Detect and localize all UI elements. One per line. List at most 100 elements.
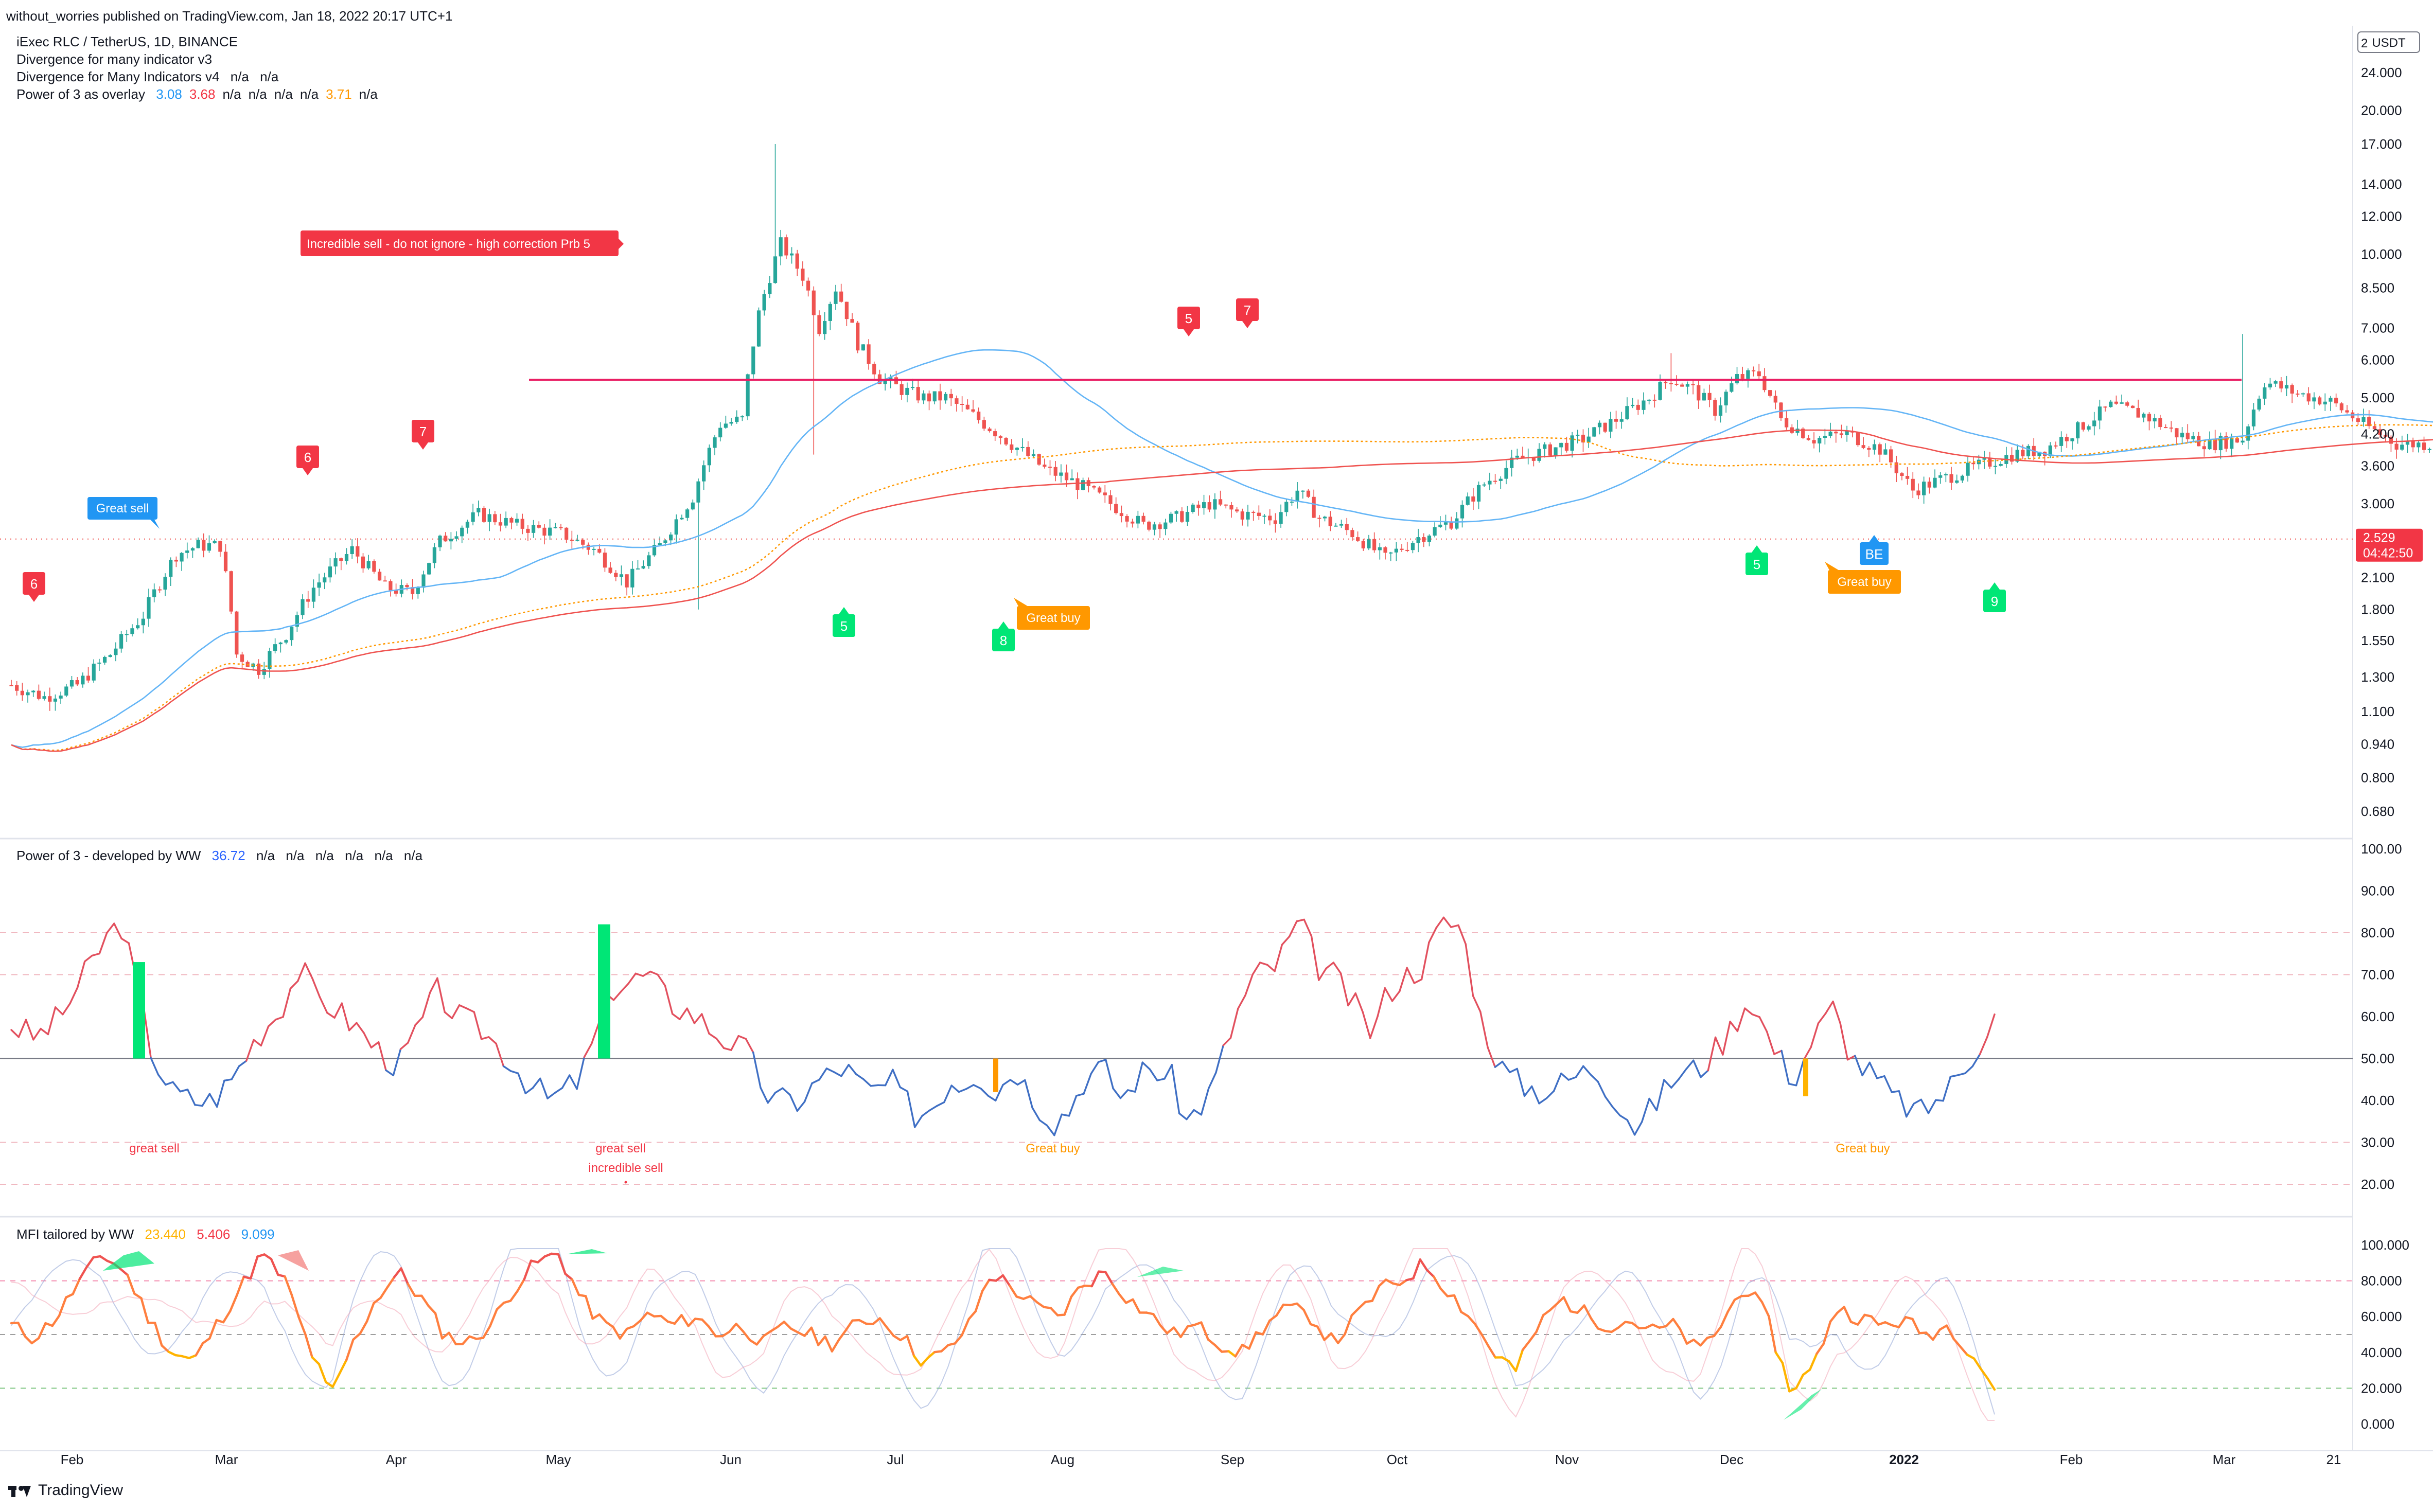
candle-body[interactable] <box>2246 426 2250 441</box>
candle-body[interactable] <box>1614 419 1618 422</box>
candle-body[interactable] <box>532 525 535 533</box>
candle-body[interactable] <box>1400 549 1403 550</box>
indicator-legend-1[interactable]: Divergence for many indicator v3 <box>16 51 212 67</box>
candle-body[interactable] <box>1411 543 1415 550</box>
candle-body[interactable] <box>1735 374 1739 383</box>
candle-body[interactable] <box>2164 427 2167 428</box>
candle-body[interactable] <box>691 503 695 509</box>
candle-body[interactable] <box>2070 438 2074 441</box>
candle-body[interactable] <box>1548 444 1552 456</box>
candle-body[interactable] <box>2268 384 2272 387</box>
candle-body[interactable] <box>2087 426 2090 430</box>
candle-body[interactable] <box>405 585 409 587</box>
candle-body[interactable] <box>2180 433 2184 437</box>
candle-body[interactable] <box>1845 431 1849 435</box>
ma-orange-dotted-line[interactable] <box>11 425 2433 751</box>
candle-body[interactable] <box>273 644 277 651</box>
candle-body[interactable] <box>1757 371 1761 376</box>
candle-body[interactable] <box>499 522 502 525</box>
candle-body[interactable] <box>290 627 293 640</box>
candle-body[interactable] <box>1015 448 1019 450</box>
candle-body[interactable] <box>1834 432 1838 433</box>
buy-marker[interactable]: 5 <box>1746 545 1768 575</box>
candle-body[interactable] <box>1916 490 1920 495</box>
candle-body[interactable] <box>312 588 315 601</box>
candle-body[interactable] <box>1251 512 1255 513</box>
candle-body[interactable] <box>1862 445 1865 448</box>
candle-body[interactable] <box>1724 392 1728 405</box>
candle-body[interactable] <box>1609 419 1612 432</box>
candle-body[interactable] <box>1367 539 1370 548</box>
candle-body[interactable] <box>125 634 129 635</box>
symbol-title[interactable]: iExec RLC / TetherUS, 1D, BINANCE <box>16 34 238 50</box>
candle-body[interactable] <box>1966 463 1969 476</box>
candle-body[interactable] <box>2230 438 2233 449</box>
candle-body[interactable] <box>328 566 332 577</box>
candle-body[interactable] <box>2065 437 2069 441</box>
candle-body[interactable] <box>2142 414 2145 417</box>
candle-body[interactable] <box>1043 465 1046 467</box>
candle-body[interactable] <box>509 518 513 523</box>
candle-body[interactable] <box>1389 553 1392 554</box>
candle-body[interactable] <box>1856 433 1860 445</box>
candle-body[interactable] <box>21 691 24 696</box>
candle-body[interactable] <box>1571 435 1574 451</box>
candle-body[interactable] <box>438 536 442 547</box>
candle-body[interactable] <box>1774 396 1777 403</box>
candle-body[interactable] <box>1350 530 1354 537</box>
candle-body[interactable] <box>15 685 19 691</box>
candle-body[interactable] <box>1515 456 1519 458</box>
candle-body[interactable] <box>1873 444 1876 450</box>
candle-body[interactable] <box>751 346 755 374</box>
candle-body[interactable] <box>81 675 84 684</box>
candle-body[interactable] <box>1537 449 1541 461</box>
ma-red-line[interactable] <box>11 430 2433 751</box>
candle-body[interactable] <box>1636 405 1640 410</box>
candle-body[interactable] <box>1076 478 1079 490</box>
candle-body[interactable] <box>1048 467 1052 468</box>
candle-body[interactable] <box>1477 485 1480 502</box>
candle-body[interactable] <box>169 560 172 577</box>
candle-body[interactable] <box>339 558 343 561</box>
candle-body[interactable] <box>1108 495 1112 504</box>
candle-body[interactable] <box>460 528 464 537</box>
candle-body[interactable] <box>1828 432 1832 436</box>
candle-body[interactable] <box>1329 517 1332 526</box>
candle-body[interactable] <box>2153 418 2157 421</box>
candle-body[interactable] <box>1438 525 1442 527</box>
candle-body[interactable] <box>1867 448 1871 450</box>
candle-body[interactable] <box>1257 513 1261 516</box>
candle-body[interactable] <box>526 529 530 533</box>
candle-body[interactable] <box>1246 512 1249 520</box>
candle-body[interactable] <box>130 628 134 634</box>
candle-body[interactable] <box>306 599 310 602</box>
candle-body[interactable] <box>960 404 964 405</box>
candle-body[interactable] <box>218 541 222 552</box>
candle-body[interactable] <box>70 680 74 686</box>
candle-body[interactable] <box>790 254 794 256</box>
candle-body[interactable] <box>1592 427 1596 436</box>
candle-body[interactable] <box>2323 402 2327 404</box>
candle-body[interactable] <box>64 686 68 696</box>
candle-body[interactable] <box>2329 398 2332 401</box>
candle-body[interactable] <box>2109 402 2112 407</box>
candle-body[interactable] <box>1037 454 1041 465</box>
candle-body[interactable] <box>1543 444 1546 449</box>
candle-body[interactable] <box>729 422 733 423</box>
candle-body[interactable] <box>757 310 761 346</box>
candle-body[interactable] <box>2417 442 2420 447</box>
candle-body[interactable] <box>867 344 870 364</box>
candle-body[interactable] <box>1483 485 1486 486</box>
tradingview-footer[interactable]: TradingView <box>8 1482 123 1499</box>
candle-body[interactable] <box>1125 516 1129 522</box>
candle-body[interactable] <box>37 691 41 699</box>
candle-body[interactable] <box>938 392 942 401</box>
candle-body[interactable] <box>1169 514 1173 523</box>
candle-body[interactable] <box>1741 374 1744 379</box>
candle-body[interactable] <box>1158 524 1162 529</box>
candle-body[interactable] <box>1730 383 1733 392</box>
candle-body[interactable] <box>2301 394 2305 395</box>
candle-body[interactable] <box>2334 398 2338 403</box>
